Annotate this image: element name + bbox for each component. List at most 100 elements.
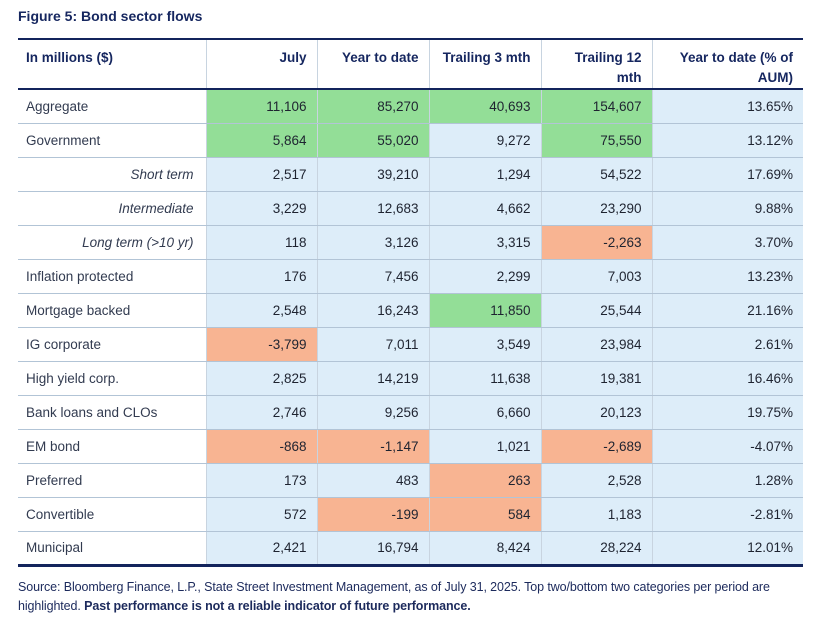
row-label: Preferred [18,463,207,498]
value-cell: 12,683 [317,191,430,226]
value-cell: 12.01% [652,531,803,566]
value-cell: 483 [317,463,430,498]
value-cell: 7,003 [541,259,653,294]
row-label: Mortgage backed [18,293,207,328]
header-trailing-12-mth: Trailing 12 mth [541,39,653,90]
value-cell: 173 [206,463,318,498]
value-cell: 39,210 [317,157,430,192]
table-row: IG corporate -3,799 7,011 3,549 23,984 2.61% [18,327,803,362]
header-trailing-3-mth: Trailing 3 mth [429,39,542,90]
row-label: Long term (>10 yr) [18,225,207,260]
table-row: Long term (>10 yr) 118 3,126 3,315 -2,263 3.7… [18,225,803,260]
value-cell: -868 [206,429,318,464]
value-cell: 20,123 [541,395,653,430]
row-label: Government [18,123,207,158]
value-cell: 1,294 [429,157,542,192]
value-cell: 2,746 [206,395,318,430]
value-cell: 85,270 [317,89,430,124]
value-cell: 21.16% [652,293,803,328]
value-cell: 2,825 [206,361,318,396]
value-cell: 2,421 [206,531,318,566]
value-cell: 5,864 [206,123,318,158]
header-in-millions: In millions ($) [18,39,207,90]
value-cell: 3,229 [206,191,318,226]
header-year-to-date: Year to date [317,39,430,90]
table-row: Mortgage backed 2,548 16,243 11,850 25,544 21… [18,293,803,328]
value-cell: 3,126 [317,225,430,260]
value-cell: 1,021 [429,429,542,464]
value-cell: 2,528 [541,463,653,498]
value-cell: 75,550 [541,123,653,158]
value-cell: 263 [429,463,542,498]
value-cell: 1.28% [652,463,803,498]
value-cell: 55,020 [317,123,430,158]
value-cell: 7,011 [317,327,430,362]
table-row: Aggregate 11,106 85,270 40,693 154,607 13.65% [18,89,803,124]
value-cell: 23,984 [541,327,653,362]
disclaimer-text: Past performance is not a reliable indic… [84,598,471,613]
value-cell: 40,693 [429,89,542,124]
value-cell: 11,106 [206,89,318,124]
value-cell: 8,424 [429,531,542,566]
value-cell: 11,638 [429,361,542,396]
value-cell: 23,290 [541,191,653,226]
value-cell: 1,183 [541,497,653,532]
source-note: Source: Bloomberg Finance, L.P., State S… [18,578,803,617]
value-cell: 154,607 [541,89,653,124]
table-row: Preferred 173 483 263 2,528 1.28% [18,463,803,498]
header-ytd-pct-aum: Year to date (% of AUM) [652,39,803,90]
value-cell: -2,689 [541,429,653,464]
value-cell: 6,660 [429,395,542,430]
value-cell: 19.75% [652,395,803,430]
figure-title: Figure 5: Bond sector flows [18,8,203,24]
value-cell: 16,794 [317,531,430,566]
value-cell: 9,256 [317,395,430,430]
value-cell: 2,548 [206,293,318,328]
table-row: Convertible 572 -199 584 1,183 -2.81% [18,497,803,532]
value-cell: 28,224 [541,531,653,566]
value-cell: 14,219 [317,361,430,396]
table-header: In millions ($) July Year to date Traili… [18,39,803,90]
table-row: Bank loans and CLOs 2,746 9,256 6,660 20,123… [18,395,803,430]
row-label: IG corporate [18,327,207,362]
table-row: Intermediate 3,229 12,683 4,662 23,290 9.88% [18,191,803,226]
source-text: Source: Bloomberg Finance, L.P., State S… [18,579,770,613]
value-cell: 9,272 [429,123,542,158]
value-cell: 176 [206,259,318,294]
table-row: Municipal 2,421 16,794 8,424 28,224 12.01% [18,531,803,566]
header-row: In millions ($) July Year to date Traili… [18,39,803,90]
figure-container: Figure 5: Bond sector flows In millions … [18,8,803,617]
table-body: Aggregate 11,106 85,270 40,693 154,607 13.65%… [18,89,803,566]
row-label: EM bond [18,429,207,464]
value-cell: 7,456 [317,259,430,294]
value-cell: 4,662 [429,191,542,226]
value-cell: 3.70% [652,225,803,260]
header-july: July [206,39,318,90]
value-cell: 17.69% [652,157,803,192]
value-cell: -2,263 [541,225,653,260]
value-cell: 25,544 [541,293,653,328]
value-cell: 19,381 [541,361,653,396]
value-cell: 13.65% [652,89,803,124]
value-cell: 2.61% [652,327,803,362]
value-cell: 54,522 [541,157,653,192]
value-cell: -199 [317,497,430,532]
table-row: Inflation protected 176 7,456 2,299 7,003 13.… [18,259,803,294]
value-cell: 9.88% [652,191,803,226]
value-cell: 3,315 [429,225,542,260]
value-cell: -2.81% [652,497,803,532]
value-cell: 3,549 [429,327,542,362]
row-label: Convertible [18,497,207,532]
table-row: Government 5,864 55,020 9,272 75,550 13.12% [18,123,803,158]
value-cell: -3,799 [206,327,318,362]
value-cell: 118 [206,225,318,260]
value-cell: 16,243 [317,293,430,328]
row-label: High yield corp. [18,361,207,396]
value-cell: -4.07% [652,429,803,464]
row-label: Short term [18,157,207,192]
value-cell: 2,299 [429,259,542,294]
value-cell: 11,850 [429,293,542,328]
row-label: Aggregate [18,89,207,124]
value-cell: 13.23% [652,259,803,294]
value-cell: -1,147 [317,429,430,464]
